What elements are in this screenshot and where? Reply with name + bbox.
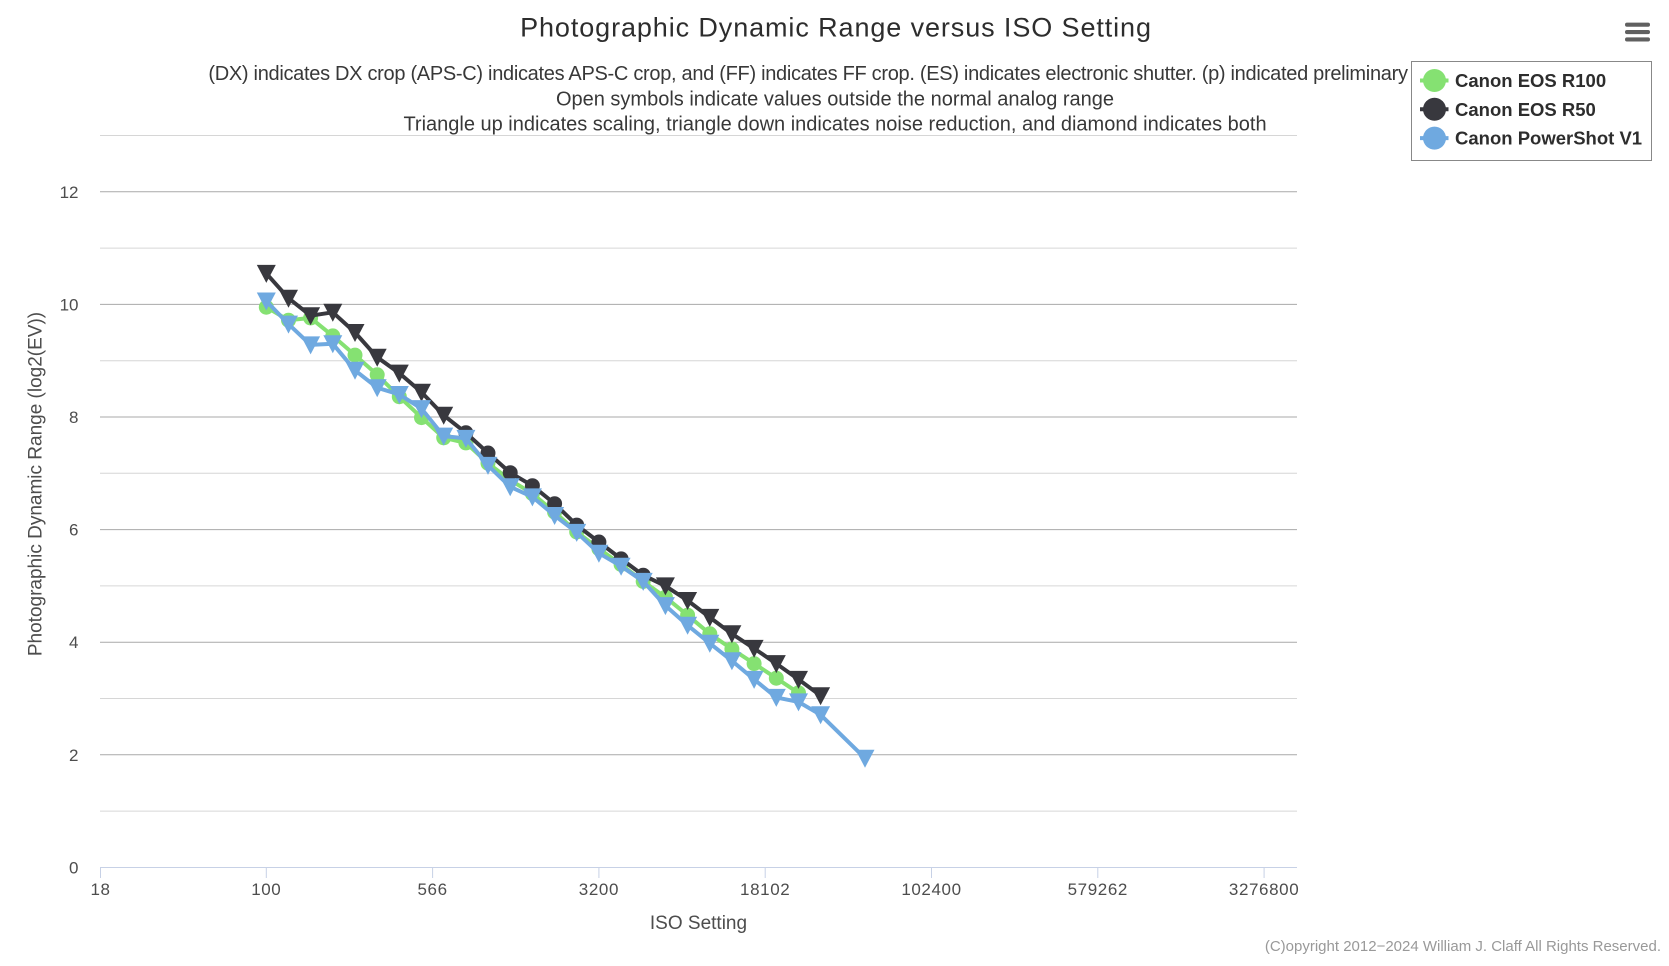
- svg-text:10: 10: [60, 295, 79, 314]
- svg-text:102400: 102400: [901, 880, 961, 899]
- svg-text:Canon EOS R100: Canon EOS R100: [1455, 70, 1606, 91]
- svg-text:579262: 579262: [1068, 880, 1128, 899]
- svg-text:12: 12: [60, 183, 79, 202]
- svg-text:6: 6: [69, 521, 78, 540]
- svg-text:Canon EOS R50: Canon EOS R50: [1455, 99, 1596, 120]
- svg-text:0: 0: [69, 858, 78, 877]
- svg-text:Triangle up indicates scaling,: Triangle up indicates scaling, triangle …: [403, 114, 1266, 136]
- svg-text:Photographic Dynamic Range (lo: Photographic Dynamic Range (log2(EV)): [26, 312, 47, 656]
- svg-text:100: 100: [251, 880, 281, 899]
- svg-text:(DX) indicates DX crop (APS-C): (DX) indicates DX crop (APS-C) indicates…: [208, 63, 1470, 85]
- svg-text:566: 566: [418, 880, 448, 899]
- svg-text:ISO Setting: ISO Setting: [650, 913, 747, 934]
- svg-text:4: 4: [69, 633, 78, 652]
- svg-text:3200: 3200: [579, 880, 619, 899]
- svg-text:Photographic Dynamic Range ver: Photographic Dynamic Range versus ISO Se…: [520, 13, 1152, 43]
- svg-text:Canon PowerShot V1: Canon PowerShot V1: [1455, 128, 1642, 149]
- svg-text:2: 2: [69, 746, 78, 765]
- svg-text:(C)opyright 2012−2024 William: (C)opyright 2012−2024 William J. Claff A…: [1265, 938, 1661, 955]
- svg-text:18102: 18102: [740, 880, 790, 899]
- svg-text:8: 8: [69, 408, 78, 427]
- svg-text:3276800: 3276800: [1229, 880, 1299, 899]
- svg-text:Open symbols indicate values o: Open symbols indicate values outside the…: [556, 88, 1114, 110]
- svg-text:18: 18: [90, 880, 110, 899]
